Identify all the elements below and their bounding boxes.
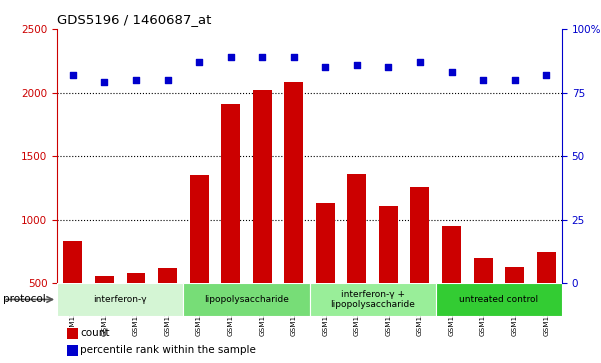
Bar <box>158 268 177 347</box>
Text: percentile rank within the sample: percentile rank within the sample <box>81 345 256 355</box>
Bar <box>505 266 524 347</box>
Text: GSM1304845: GSM1304845 <box>228 287 234 335</box>
Text: GDS5196 / 1460687_at: GDS5196 / 1460687_at <box>57 13 212 26</box>
Bar <box>442 226 461 347</box>
Point <box>352 62 362 68</box>
Point <box>100 79 109 85</box>
Bar <box>183 283 310 316</box>
Text: GSM1304847: GSM1304847 <box>291 287 297 335</box>
Bar <box>410 187 429 347</box>
Bar <box>126 273 145 347</box>
Point <box>320 64 330 70</box>
Point <box>289 54 299 60</box>
Point <box>68 72 78 78</box>
Point <box>542 72 551 78</box>
Bar <box>347 174 366 347</box>
Text: count: count <box>81 328 110 338</box>
Bar <box>436 283 562 316</box>
Bar <box>537 252 555 347</box>
Text: GSM1304838: GSM1304838 <box>511 287 517 335</box>
Point <box>163 77 172 83</box>
Text: GSM1304850: GSM1304850 <box>385 287 391 335</box>
Text: GSM1304848: GSM1304848 <box>322 287 328 335</box>
Bar <box>310 283 436 316</box>
Bar <box>316 203 335 347</box>
Point <box>257 54 267 60</box>
Bar <box>379 206 398 347</box>
Text: GSM1304837: GSM1304837 <box>480 287 486 335</box>
Text: GSM1304849: GSM1304849 <box>354 287 360 335</box>
Bar <box>284 82 303 347</box>
Text: GSM1304841: GSM1304841 <box>102 287 108 335</box>
Bar <box>190 175 209 347</box>
Text: GSM1304851: GSM1304851 <box>417 287 423 335</box>
Text: GSM1304836: GSM1304836 <box>448 287 454 335</box>
Bar <box>95 276 114 347</box>
Text: GSM1304843: GSM1304843 <box>165 287 171 335</box>
Bar <box>64 241 82 347</box>
Bar <box>474 258 492 347</box>
Bar <box>67 345 78 356</box>
Text: lipopolysaccharide: lipopolysaccharide <box>204 295 289 304</box>
Text: GSM1304846: GSM1304846 <box>259 287 265 335</box>
Point <box>131 77 141 83</box>
Point <box>510 77 519 83</box>
Text: GSM1304842: GSM1304842 <box>133 287 139 335</box>
Point <box>415 59 425 65</box>
Bar <box>67 328 78 339</box>
Point <box>478 77 488 83</box>
Bar <box>252 90 272 347</box>
Bar <box>57 283 183 316</box>
Text: GSM1304840: GSM1304840 <box>70 287 76 335</box>
Point <box>226 54 236 60</box>
Point <box>447 69 456 75</box>
Text: untreated control: untreated control <box>459 295 538 304</box>
Text: protocol: protocol <box>3 294 46 305</box>
Point <box>383 64 393 70</box>
Text: interferon-γ +
lipopolysaccharide: interferon-γ + lipopolysaccharide <box>330 290 415 309</box>
Text: GSM1304844: GSM1304844 <box>196 287 202 335</box>
Bar <box>221 104 240 347</box>
Text: GSM1304839: GSM1304839 <box>543 287 549 335</box>
Point <box>194 59 204 65</box>
Text: interferon-γ: interferon-γ <box>93 295 147 304</box>
